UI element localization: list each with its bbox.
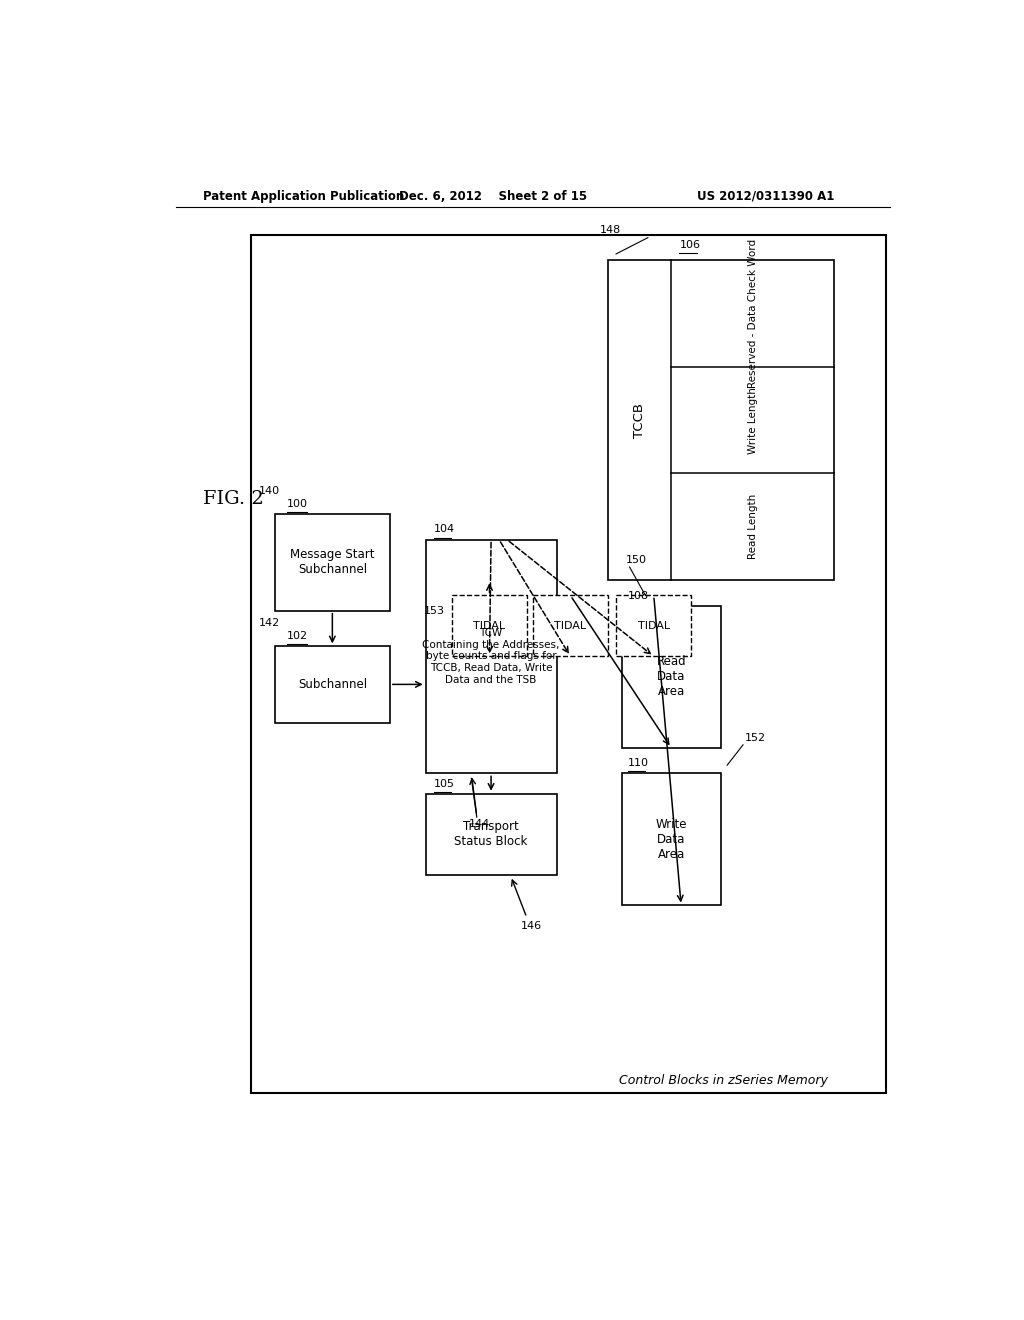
Bar xyxy=(608,260,835,581)
Text: Subchannel: Subchannel xyxy=(298,678,367,690)
Bar xyxy=(532,595,608,656)
Text: 148: 148 xyxy=(600,224,622,235)
Text: TCW
Containing the Addresses,
byte counts and flags for
TCCB, Read Data, Write
D: TCW Containing the Addresses, byte count… xyxy=(422,628,560,685)
Bar xyxy=(622,606,721,748)
Text: TIDAL: TIDAL xyxy=(473,620,506,631)
Text: 104: 104 xyxy=(433,524,455,535)
Bar xyxy=(452,595,527,656)
Bar xyxy=(251,235,886,1093)
Text: US 2012/0311390 A1: US 2012/0311390 A1 xyxy=(697,190,835,202)
Text: 105: 105 xyxy=(433,779,455,788)
Text: 100: 100 xyxy=(287,499,308,510)
Text: 102: 102 xyxy=(287,631,308,642)
Text: 106: 106 xyxy=(679,240,700,249)
Text: Patent Application Publication: Patent Application Publication xyxy=(204,190,404,202)
Text: 152: 152 xyxy=(744,733,766,743)
Text: Write
Data
Area: Write Data Area xyxy=(655,818,687,861)
Text: 142: 142 xyxy=(259,618,281,628)
Text: TIDAL: TIDAL xyxy=(638,620,670,631)
Text: Dec. 6, 2012    Sheet 2 of 15: Dec. 6, 2012 Sheet 2 of 15 xyxy=(399,190,587,202)
Text: TIDAL: TIDAL xyxy=(554,620,587,631)
Text: Write Length: Write Length xyxy=(748,387,758,454)
Text: FIG. 2: FIG. 2 xyxy=(204,490,264,508)
Text: 150: 150 xyxy=(626,554,646,565)
Bar xyxy=(616,595,691,656)
Bar xyxy=(622,774,721,906)
Bar xyxy=(274,515,390,611)
Text: Read Length: Read Length xyxy=(748,494,758,560)
Text: 110: 110 xyxy=(628,758,649,768)
Text: 140: 140 xyxy=(259,486,281,496)
Text: 108: 108 xyxy=(628,590,649,601)
Text: Read
Data
Area: Read Data Area xyxy=(656,655,686,698)
Text: 153: 153 xyxy=(424,606,445,615)
Text: Message Start
Subchannel: Message Start Subchannel xyxy=(290,548,375,577)
Text: TCCB: TCCB xyxy=(633,403,646,438)
Bar xyxy=(426,793,557,875)
Text: Reserved - Data Check Word: Reserved - Data Check Word xyxy=(748,239,758,388)
Bar xyxy=(426,540,557,774)
Text: Control Blocks in zSeries Memory: Control Blocks in zSeries Memory xyxy=(618,1073,827,1086)
Text: 144: 144 xyxy=(469,818,490,829)
Text: 146: 146 xyxy=(521,921,543,931)
Bar xyxy=(274,647,390,722)
Text: Transport
Status Block: Transport Status Block xyxy=(455,820,527,849)
